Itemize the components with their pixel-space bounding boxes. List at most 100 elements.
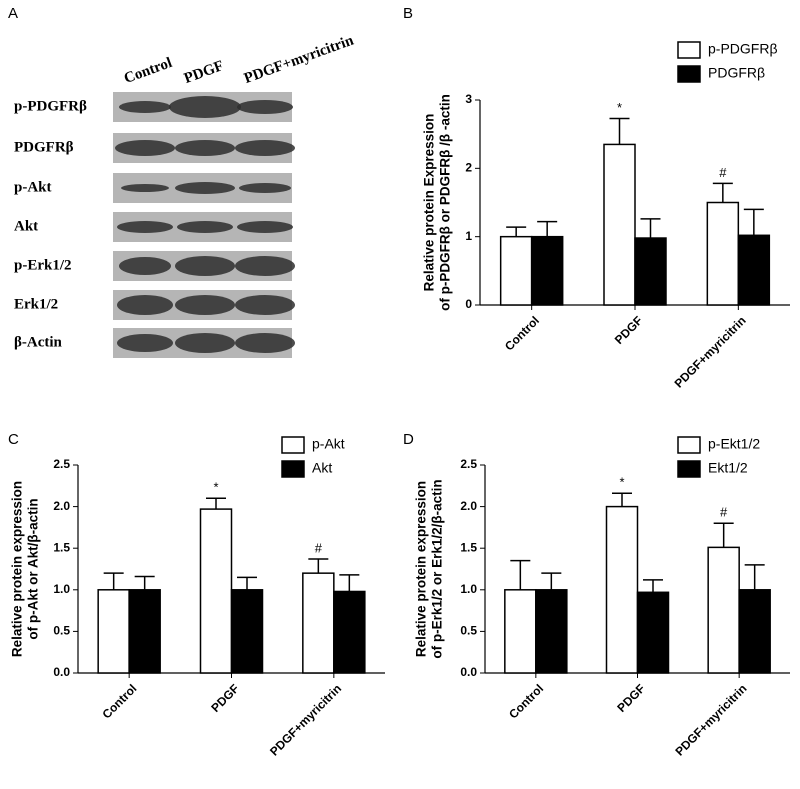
y-tick-label: 1.5: [460, 540, 477, 554]
blot-band: [177, 221, 233, 233]
y-tick-label: 1.0: [53, 582, 70, 596]
blot-band: [235, 295, 295, 315]
blot-band: [239, 183, 291, 193]
row-label: β-Actin: [14, 334, 63, 350]
blot-band: [175, 295, 235, 315]
x-tick-label: PDGF: [614, 681, 647, 714]
row-label: Akt: [14, 218, 38, 234]
y-axis-label: Relative protein expression: [414, 481, 429, 657]
y-tick-label: 2.5: [460, 457, 477, 471]
panel-label: B: [403, 5, 413, 22]
x-tick-label: PDGF+myricitrin: [267, 681, 344, 758]
blot-band: [235, 140, 295, 156]
bar: [530, 235, 564, 306]
blot-band: [119, 257, 171, 275]
bar: [605, 505, 639, 674]
legend-swatch: [677, 65, 701, 83]
blot-band: [175, 256, 235, 276]
bar: [603, 143, 636, 306]
y-axis-label: Relative protein expression: [10, 481, 25, 657]
panel-label: D: [403, 431, 414, 448]
y-tick-label: 0.5: [460, 624, 477, 638]
y-tick-label: 2.0: [53, 499, 70, 513]
row-label: p-Akt: [14, 179, 52, 195]
bar: [199, 508, 233, 674]
y-tick-label: 2.5: [53, 457, 70, 471]
y-axis-label: of p-PDGFRβ or PDGFRβ /β -actin: [438, 94, 453, 311]
legend-swatch: [281, 436, 305, 454]
bar: [634, 237, 667, 306]
blot-band: [175, 333, 235, 353]
blot-band: [235, 256, 295, 276]
y-tick-label: 1: [465, 229, 472, 243]
bar: [302, 572, 335, 674]
significance-marker: #: [719, 165, 727, 180]
y-tick-label: 0.5: [53, 624, 70, 638]
legend-label: Ekt1/2: [708, 460, 748, 476]
row-label: PDGFRβ: [14, 139, 74, 155]
y-tick-label: 1.0: [460, 582, 477, 596]
y-axis-label: Relative protein Expression: [422, 114, 437, 292]
significance-marker: *: [617, 100, 622, 115]
y-tick-label: 0: [465, 297, 472, 311]
y-tick-label: 2.0: [460, 499, 477, 513]
y-axis-label: of p-Erk1/2 or Erk1/2/β-actin: [430, 479, 445, 658]
bar: [706, 201, 740, 306]
blot-band: [175, 182, 235, 194]
bar: [97, 589, 130, 674]
blot-band: [235, 333, 295, 353]
blot-band: [117, 334, 173, 352]
significance-marker: #: [720, 505, 728, 520]
legend-swatch: [281, 460, 305, 478]
x-tick-label: Control: [502, 313, 542, 353]
blot-band: [119, 101, 171, 113]
x-tick-label: Control: [506, 681, 546, 721]
row-label: p-Erk1/2: [14, 257, 72, 273]
x-tick-label: Control: [99, 681, 139, 721]
bar: [230, 589, 264, 674]
significance-marker: #: [315, 540, 323, 555]
legend-label: Akt: [312, 460, 332, 476]
blot-band: [115, 140, 175, 156]
bar: [128, 589, 161, 674]
bar: [707, 546, 740, 674]
significance-marker: *: [213, 480, 218, 495]
legend-label: p-Ekt1/2: [708, 436, 760, 452]
blot-band: [117, 221, 173, 233]
blot-band: [237, 100, 293, 114]
y-tick-label: 3: [465, 92, 472, 106]
x-tick-label: PDGF+myricitrin: [672, 681, 749, 758]
row-label: p-PDGFRβ: [14, 98, 87, 114]
legend-label: PDGFRβ: [708, 65, 765, 81]
bar: [535, 589, 568, 674]
blot-band: [175, 140, 235, 156]
bar: [636, 591, 670, 674]
blot-band: [237, 221, 293, 233]
y-tick-label: 0.0: [53, 665, 70, 679]
x-tick-label: PDGF: [612, 313, 645, 346]
legend-swatch: [677, 460, 701, 478]
lane-label: PDGF: [182, 58, 226, 87]
panel-label: A: [8, 5, 18, 22]
blot-band: [169, 96, 241, 118]
y-tick-label: 1.5: [53, 540, 70, 554]
x-tick-label: PDGF+myricitrin: [672, 313, 749, 390]
y-axis-label: of p-Akt or Akt/β-actin: [26, 498, 41, 639]
bar: [738, 589, 771, 674]
y-tick-label: 2: [465, 161, 472, 175]
row-label: Erk1/2: [14, 296, 58, 312]
panel-label: C: [8, 431, 19, 448]
legend-label: p-Akt: [312, 436, 345, 452]
significance-marker: *: [619, 475, 624, 490]
bar: [499, 235, 533, 306]
lane-label: Control: [122, 55, 174, 87]
bar: [504, 589, 537, 674]
y-tick-label: 0.0: [460, 665, 477, 679]
legend-swatch: [677, 436, 701, 454]
bar: [737, 234, 771, 306]
blot-band: [117, 295, 173, 315]
bar: [333, 590, 366, 674]
x-tick-label: PDGF: [208, 681, 241, 714]
blot-band: [121, 184, 169, 192]
